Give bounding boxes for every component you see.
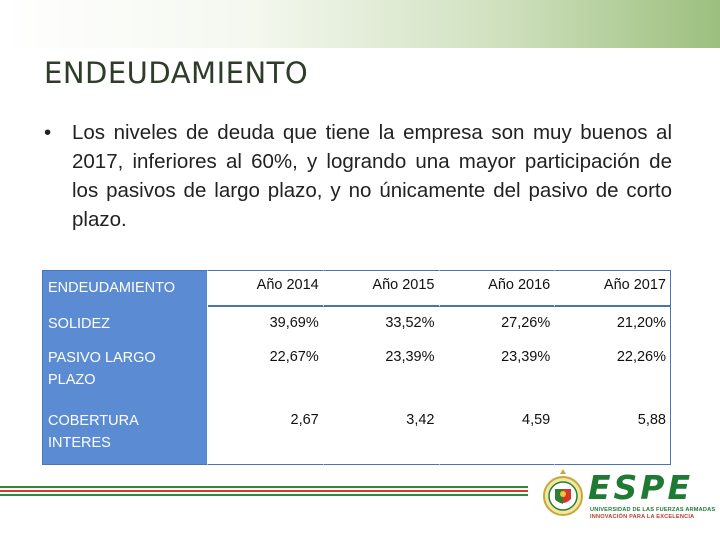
table-row: PASIVO LARGO PLAZO 22,67% 23,39% 23,39% … [42,341,671,404]
bullet-paragraph: • Los niveles de deuda que tiene la empr… [44,118,672,234]
table-cell: 4,59 [439,404,556,465]
table-cell: 39,69% [208,307,324,341]
table-row: SOLIDEZ 39,69% 33,52% 27,26% 21,20% [42,307,671,341]
table-header-year-2016: Año 2016 [439,270,556,307]
table-header-label: ENDEUDAMIENTO [42,270,208,307]
header-gradient-band [0,0,720,48]
espe-logo: ESPE UNIVERSIDAD DE LAS FUERZAS ARMADAS … [542,466,716,526]
table-cell: 22,26% [555,341,671,404]
espe-tagline-university: UNIVERSIDAD DE LAS FUERZAS ARMADAS [590,507,716,513]
table-cell: 5,88 [555,404,671,465]
debt-table: ENDEUDAMIENTO Año 2014 Año 2015 Año 2016… [42,270,671,465]
espe-tagline-innovation: INNOVACIÓN PARA LA EXCELENCIA [590,514,695,520]
table-cell: 23,39% [440,341,556,404]
table-cell: 21,20% [555,307,671,341]
table-cell: 33,52% [324,307,440,341]
table-cell: 23,39% [324,341,440,404]
table-cell: 22,67% [208,341,324,404]
espe-crest-icon [543,469,583,516]
slide-title: ENDEUDAMIENTO [44,56,309,90]
bullet-marker: • [44,121,52,144]
table-cell: 27,26% [440,307,556,341]
table-header-year-2014: Año 2014 [208,270,324,307]
row-label-cobertura-interes: COBERTURA INTERES [42,404,208,465]
table-header-row: ENDEUDAMIENTO Año 2014 Año 2015 Año 2016… [42,270,671,307]
row-label-solidez: SOLIDEZ [42,307,208,341]
footer-stripe-green [0,494,528,496]
footer-stripes [0,486,528,500]
row-label-pasivo-largo-plazo: PASIVO LARGO PLAZO [42,341,208,404]
footer-stripe-green [0,486,528,488]
table-header-year-2015: Año 2015 [323,270,440,307]
table-cell: 3,42 [323,404,440,465]
table-header-year-2017: Año 2017 [555,270,671,307]
table-row: COBERTURA INTERES 2,67 3,42 4,59 5,88 [42,404,671,465]
table-cell: 2,67 [208,404,324,465]
espe-wordmark: ESPE [588,468,694,507]
bullet-text: Los niveles de deuda que tiene la empres… [72,121,672,231]
footer-stripe-red [0,490,528,492]
